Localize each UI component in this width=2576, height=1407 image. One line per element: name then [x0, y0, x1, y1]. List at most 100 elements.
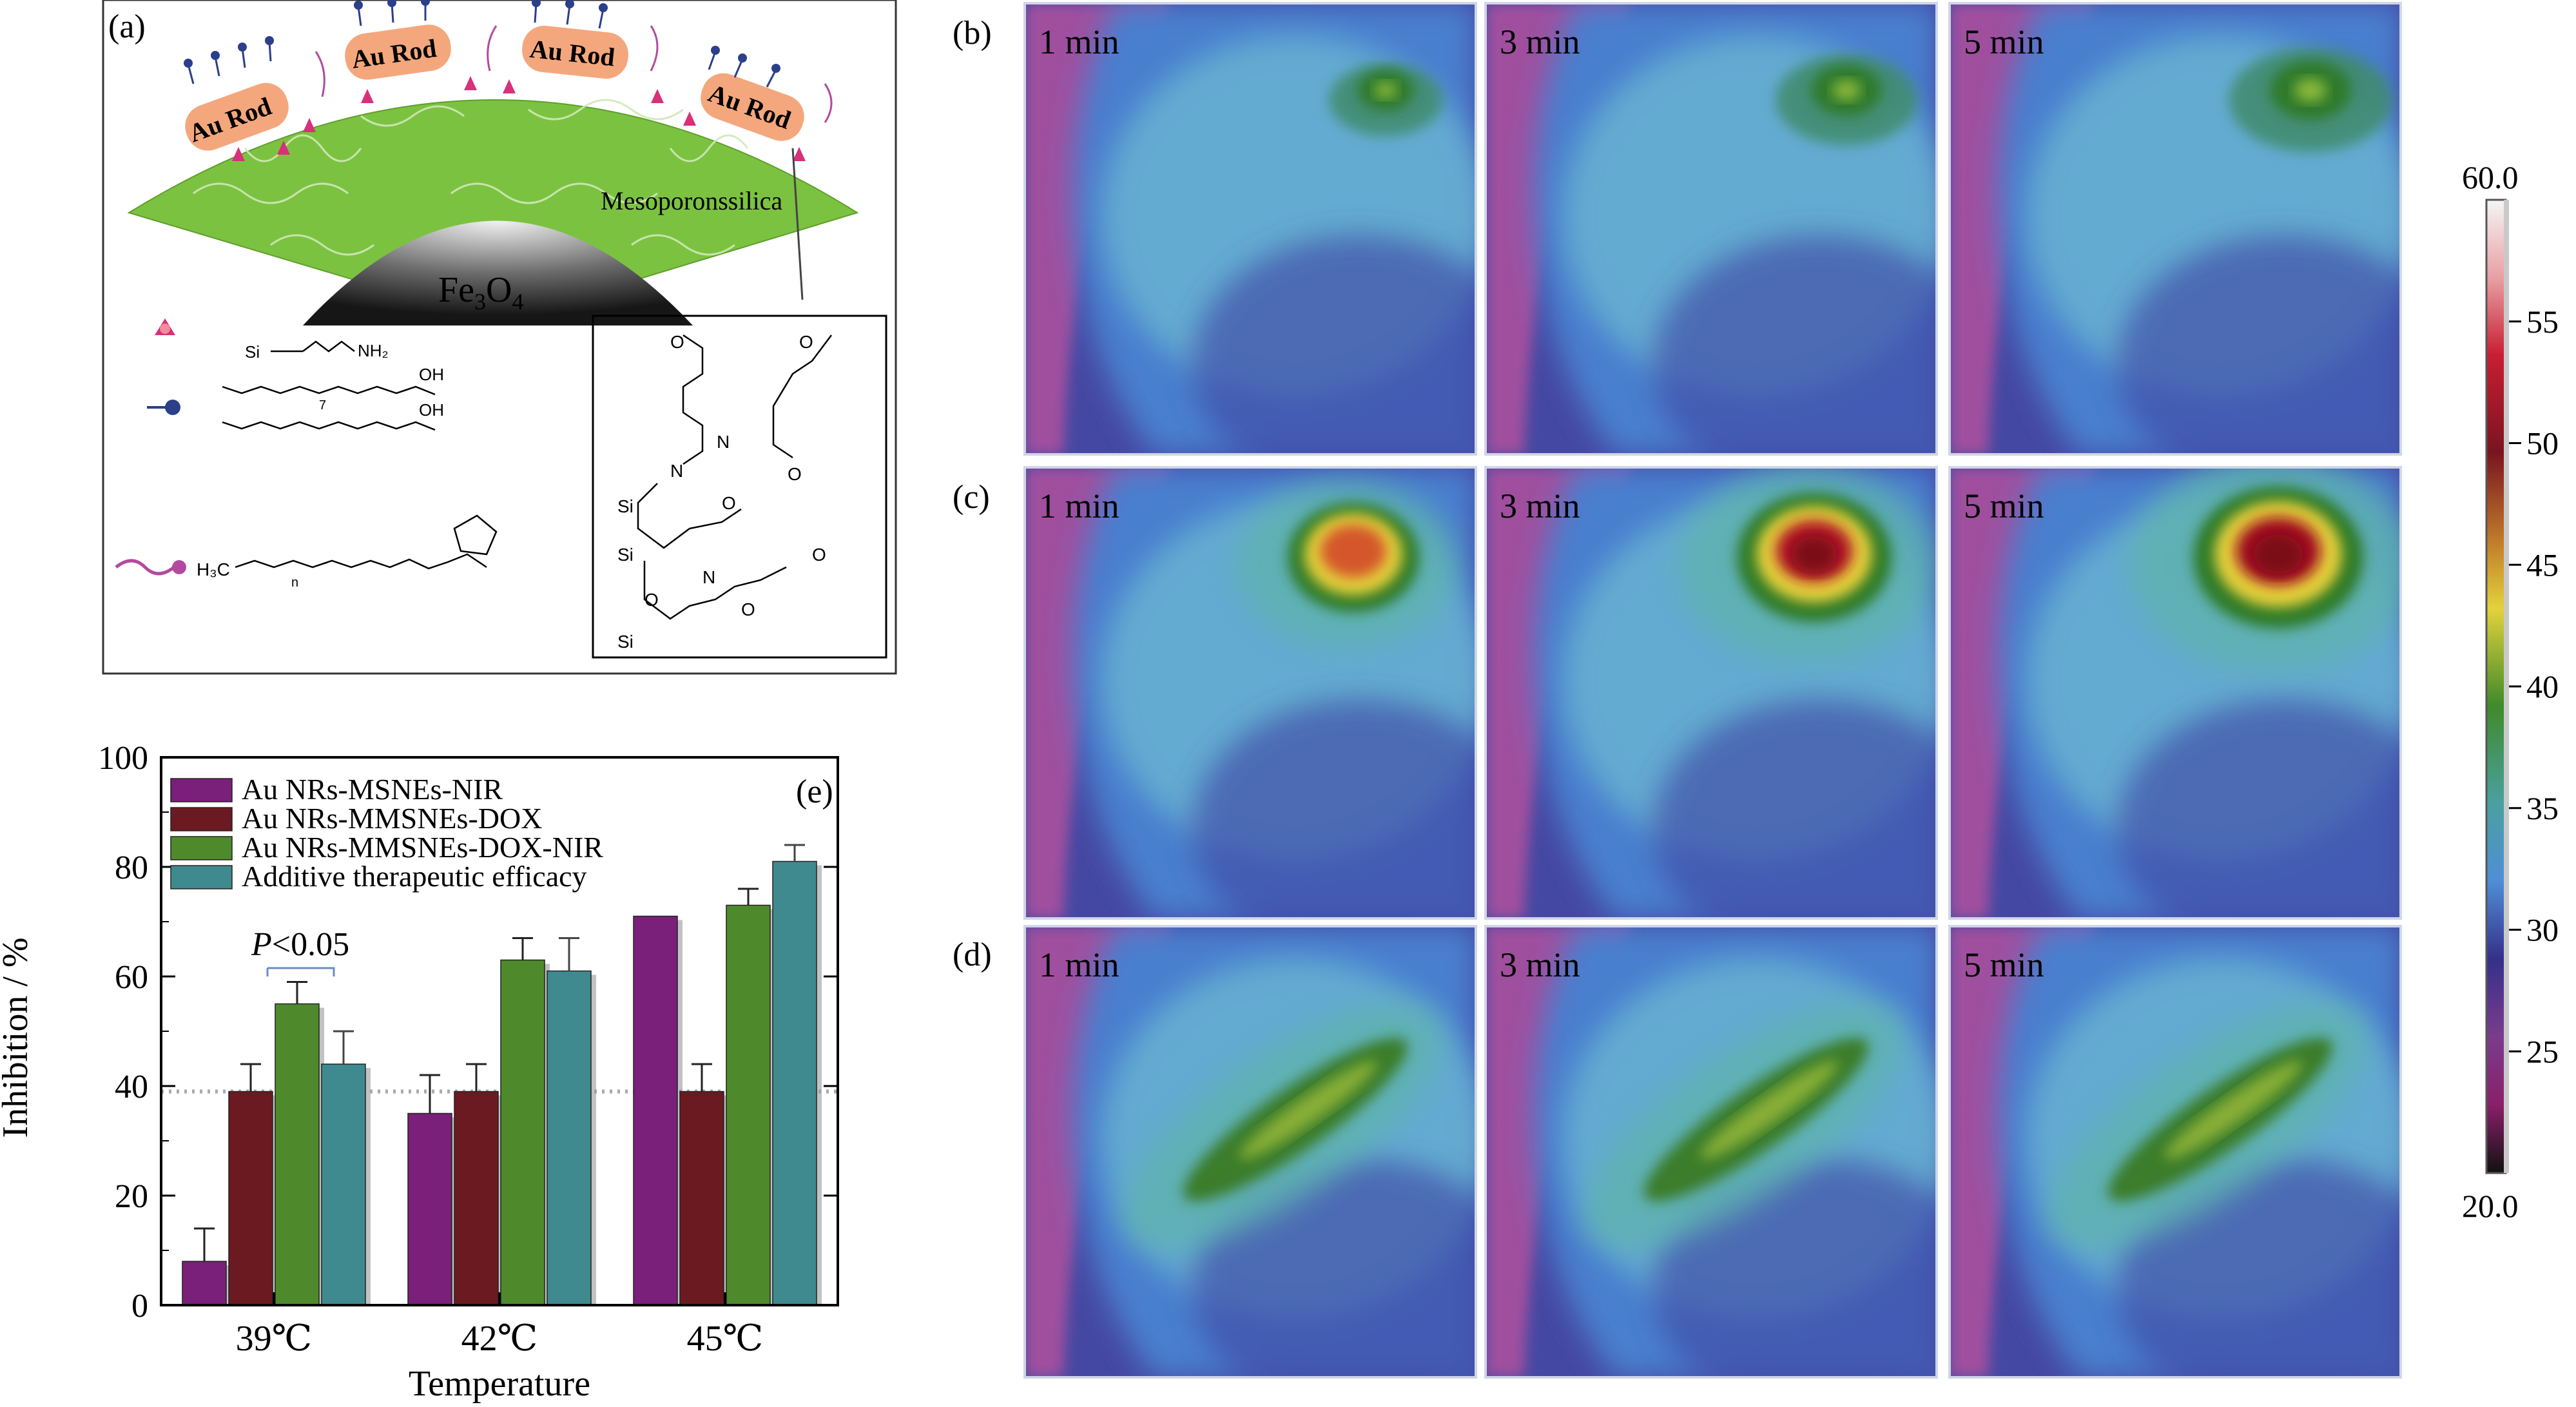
colorbar-tick-label: 55 [2526, 304, 2559, 340]
legend-disulfide-structure: OH OH 7 [222, 365, 444, 431]
thermal-image-d-3: 5 min [1948, 925, 2402, 1379]
svg-text:Si: Si [617, 496, 634, 516]
svg-text:O: O [788, 464, 802, 484]
svg-text:Si: Si [617, 632, 634, 652]
thermal-image-c-3: 5 min [1948, 466, 2402, 920]
svg-text:NH₂: NH₂ [358, 341, 389, 360]
thermal-image-c-2: 3 min [1484, 466, 1938, 920]
gold-rod-4: Au Rod [701, 73, 804, 141]
chart-xlabel: Temperature [409, 1364, 590, 1404]
y-tick-label: 100 [98, 740, 148, 777]
panel-label-e: (e) [796, 773, 833, 810]
bar [772, 860, 817, 1306]
significance-annotation: P<0.05 [251, 926, 349, 963]
svg-text:7: 7 [319, 398, 326, 412]
legend-swatch [170, 836, 233, 860]
bar [228, 1091, 273, 1306]
x-tick-label: 45℃ [687, 1319, 764, 1359]
time-label: 1 min [1039, 487, 1119, 525]
svg-text:H₃C: H₃C [197, 559, 230, 579]
y-tick-label: 0 [131, 1288, 148, 1325]
y-tick-label: 40 [115, 1069, 148, 1105]
bar [321, 1063, 366, 1306]
legend-dox-icon [155, 318, 175, 335]
panel-label-a: (a) [108, 8, 146, 45]
legend-entry: Au NRs-MMSNEs-DOX-NIR [242, 831, 603, 864]
thermal-grid: (b) (c) (d) 1 min 3 min 5 min 1 min 3 min 5 m… [953, 2, 2402, 1379]
legend-peg-icon [115, 559, 186, 576]
svg-text:O: O [644, 590, 659, 610]
thermal-image-d-1: 1 min [1023, 925, 1477, 1379]
rod-ligand-tips [184, 0, 780, 73]
bar [679, 1091, 724, 1306]
core-label: Fe3O4 [438, 270, 523, 315]
bar [726, 904, 771, 1306]
bar [407, 1112, 452, 1306]
inset-pointer [791, 148, 804, 300]
y-tick-label: 20 [115, 1178, 148, 1215]
colorbar-tick-label: 45 [2526, 547, 2559, 583]
colorbar-tick-label: 25 [2526, 1033, 2559, 1069]
bar [547, 970, 592, 1306]
legend-peg-nhs-structure: H₃C n [197, 514, 498, 590]
colorbar-tick-label: 35 [2526, 790, 2559, 826]
time-label: 5 min [1964, 487, 2044, 525]
legend-entry: Au NRs-MSNEs-NIR [242, 773, 503, 806]
bar [275, 1003, 320, 1306]
significance-bracket [266, 967, 335, 976]
colorbar-tick-label: 40 [2526, 668, 2559, 704]
time-label: 3 min [1500, 487, 1580, 525]
bar [182, 1261, 227, 1306]
svg-text:N: N [702, 567, 715, 587]
svg-text:n: n [291, 576, 298, 590]
colorbar-gradient [2485, 199, 2507, 1174]
gold-rod-3: Au Rod [522, 25, 628, 79]
legend-entry: Au NRs-MMSNEs-DOX [242, 802, 542, 835]
thermal-image-b-2: 3 min [1484, 2, 1938, 456]
colorbar-min-label: 20.0 [2462, 1188, 2519, 1224]
schematic-panel: (a) Fe3O4 Mesoporonssilica Au Rod Au Rod [102, 0, 897, 675]
bar [454, 1091, 499, 1306]
bar [500, 959, 545, 1306]
time-label: 3 min [1500, 23, 1580, 61]
drug-molecules [232, 76, 806, 161]
silica-label: Mesoporonssilica [601, 186, 782, 215]
thermal-image-d-2: 3 min [1484, 925, 1938, 1379]
panel-label-b: (b) [953, 15, 992, 52]
time-label: 3 min [1500, 946, 1580, 984]
x-tick-label: 42℃ [461, 1319, 538, 1359]
svg-text:OH: OH [419, 365, 444, 384]
y-tick-label: 60 [115, 959, 148, 996]
svg-text:O: O [670, 332, 684, 352]
svg-text:O: O [799, 332, 813, 352]
colorbar-max-label: 60.0 [2462, 159, 2519, 195]
panel-label-d: (d) [953, 936, 992, 973]
inset-bonds [637, 334, 832, 620]
time-label: 5 min [1964, 946, 2044, 984]
svg-text:OH: OH [419, 400, 444, 420]
rod-ligands [187, 1, 777, 88]
thermal-image-c-1: 1 min [1023, 466, 1477, 920]
time-label: 1 min [1039, 23, 1119, 61]
svg-text:Si: Si [617, 545, 634, 565]
structure-inset [592, 315, 887, 659]
time-label: 5 min [1964, 23, 2044, 61]
legend-swatch [170, 807, 233, 831]
thermal-image-b-3: 5 min [1948, 2, 2402, 456]
chart-ylabel: Inhibition / % [0, 937, 35, 1138]
svg-text:N: N [717, 432, 730, 452]
svg-text:Si: Si [245, 342, 260, 362]
colorbar-tick-label: 50 [2526, 425, 2559, 461]
legend-thiol-icon [147, 400, 180, 415]
svg-text:N: N [670, 461, 683, 481]
colorbar-ticks: 55 50 45 40 35 30 25 [2509, 304, 2559, 1069]
time-label: 1 min [1039, 946, 1119, 984]
peg-chains [315, 25, 833, 123]
gold-rod-2: Au Rod [345, 24, 451, 80]
inset-atoms: N O N O N O Si Si Si O O O O [617, 332, 826, 652]
legend-swatch [170, 865, 233, 889]
silica-shell [127, 99, 859, 324]
bar [633, 915, 678, 1306]
panel-label-c: (c) [953, 479, 990, 516]
